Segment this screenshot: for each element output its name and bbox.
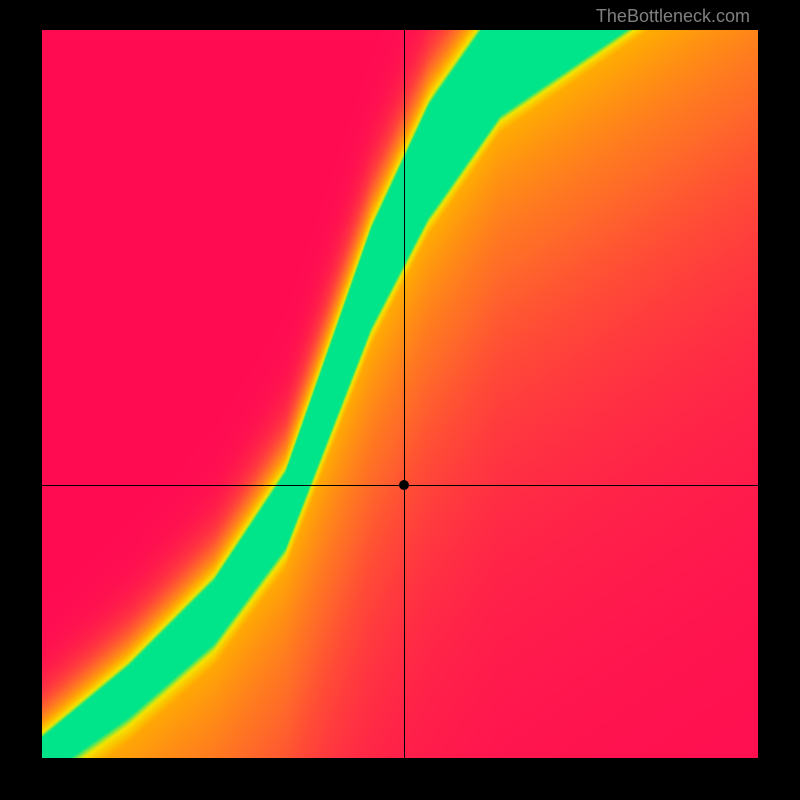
heatmap-canvas xyxy=(42,30,758,758)
heatmap-plot xyxy=(42,30,758,758)
crosshair-vertical xyxy=(404,30,405,758)
watermark-text: TheBottleneck.com xyxy=(596,6,750,27)
crosshair-point xyxy=(399,480,409,490)
